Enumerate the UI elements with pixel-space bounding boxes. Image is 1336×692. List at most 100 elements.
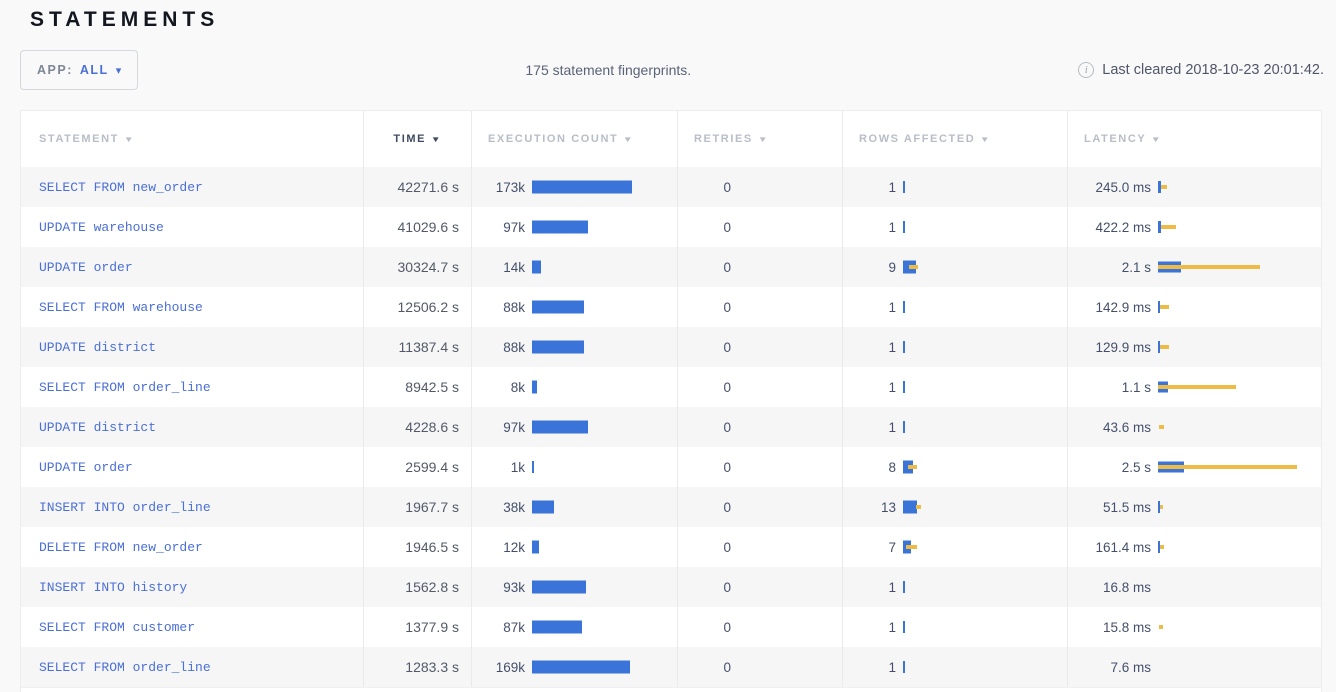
app-filter-dropdown[interactable]: APP: ALL ▾ — [20, 50, 139, 90]
statement-link[interactable]: SELECT FROM customer — [39, 619, 196, 635]
execution-count-cell: 38k — [471, 487, 677, 527]
statement-link[interactable]: INSERT INTO order_line — [39, 499, 211, 515]
rows-affected-bar-mean — [903, 661, 905, 673]
latency-bar — [1158, 179, 1321, 195]
column-header-label: TIME — [393, 133, 427, 145]
rows-affected-cell: 1 — [842, 567, 1067, 607]
table-row: SELECT FROM new_order 42271.6 s 173k 0 1 245.… — [21, 167, 1321, 207]
latency-bar-stddev — [1159, 625, 1163, 629]
statement-cell: INSERT INTO order_line — [21, 487, 363, 527]
latency-bar-mean — [1158, 341, 1160, 353]
statement-cell: UPDATE order — [21, 247, 363, 287]
statement-cell: SELECT FROM order_line — [21, 367, 363, 407]
statement-cell: SELECT FROM order_line — [21, 647, 363, 687]
column-header-label: RETRIES — [694, 133, 753, 145]
latency-bar-stddev — [1160, 345, 1169, 349]
retries-cell: 0 — [677, 287, 842, 327]
cell-value: 1.1 s — [1121, 379, 1151, 395]
table-row: INSERT INTO order_line 1967.7 s 38k 0 13 51.5… — [21, 487, 1321, 527]
statement-link[interactable]: INSERT INTO history — [39, 579, 188, 595]
rows-affected-bar — [903, 219, 1067, 235]
latency-bar-mean — [1158, 181, 1161, 193]
column-header-rows_affected[interactable]: ROWS AFFECTED ▼ — [842, 111, 1067, 167]
statement-link[interactable]: SELECT FROM order_line — [39, 379, 211, 395]
execution-count-bar — [532, 499, 677, 515]
column-header-execution_count[interactable]: EXECUTION COUNT ▼ — [471, 111, 677, 167]
cell-value: 88k — [503, 339, 525, 355]
time-cell: 42271.6 s — [363, 167, 471, 207]
statement-link[interactable]: UPDATE district — [39, 339, 157, 355]
execution-count-cell: 12k — [471, 527, 677, 567]
cell-value: 0 — [723, 619, 731, 635]
cell-value: 1 — [888, 659, 896, 675]
execution-count-bar-mean — [532, 461, 534, 473]
info-icon[interactable]: i — [1078, 62, 1095, 78]
execution-count-cell: 87k — [471, 607, 677, 647]
cell-value: 1 — [888, 299, 896, 315]
statement-link[interactable]: DELETE FROM new_order — [39, 539, 203, 555]
rows-affected-bar-stddev — [916, 505, 921, 509]
rows-affected-bar-stddev — [908, 465, 917, 469]
table-row: DELETE FROM new_order 1946.5 s 12k 0 7 161.4 … — [21, 527, 1321, 567]
column-header-statement[interactable]: STATEMENT ▼ — [21, 111, 363, 167]
cell-value: 15.8 ms — [1102, 619, 1151, 635]
rows-affected-cell: 13 — [842, 487, 1067, 527]
cell-value: 0 — [723, 339, 731, 355]
statement-cell: SELECT FROM new_order — [21, 167, 363, 207]
latency-cell: 51.5 ms — [1067, 487, 1321, 527]
statement-link[interactable]: UPDATE district — [39, 419, 157, 435]
latency-cell: 129.9 ms — [1067, 327, 1321, 367]
cell-value: 88k — [503, 299, 525, 315]
statement-link[interactable]: SELECT FROM new_order — [39, 179, 203, 195]
cell-value: 1k — [510, 459, 525, 475]
column-header-retries[interactable]: RETRIES ▼ — [677, 111, 842, 167]
rows-affected-cell: 1 — [842, 407, 1067, 447]
sort-arrow-icon: ▼ — [757, 134, 770, 144]
cell-value: 14k — [503, 259, 525, 275]
cell-value: 161.4 ms — [1095, 539, 1151, 555]
statement-link[interactable]: UPDATE warehouse — [39, 219, 164, 235]
execution-count-bar — [532, 459, 677, 475]
cell-value: 0 — [723, 259, 731, 275]
rows-affected-bar-mean — [903, 421, 905, 433]
latency-bar-mean — [1158, 541, 1160, 553]
statement-link[interactable]: SELECT FROM warehouse — [39, 299, 203, 315]
statement-cell: SELECT FROM warehouse — [21, 287, 363, 327]
retries-cell: 0 — [677, 367, 842, 407]
cell-value: 2.5 s — [1121, 459, 1151, 475]
time-cell: 30324.7 s — [363, 247, 471, 287]
time-cell: 1946.5 s — [363, 527, 471, 567]
statement-link[interactable]: UPDATE order — [39, 259, 133, 275]
cell-value: 13 — [880, 499, 896, 515]
chevron-down-icon: ▾ — [115, 65, 122, 77]
latency-cell: 2.1 s — [1067, 247, 1321, 287]
fingerprint-count-text: 175 statement fingerprints. — [525, 62, 692, 78]
execution-count-bar — [532, 539, 677, 555]
latency-bar-mean — [1158, 501, 1160, 513]
table-row: UPDATE district 4228.6 s 97k 0 1 43.6 ms — [21, 407, 1321, 447]
column-header-label: LATENCY — [1084, 133, 1147, 145]
execution-count-bar-mean — [532, 260, 541, 274]
execution-count-bar-mean — [532, 580, 586, 594]
execution-count-cell: 8k — [471, 367, 677, 407]
column-header-latency[interactable]: LATENCY ▼ — [1067, 111, 1321, 167]
latency-bar — [1158, 619, 1321, 635]
statement-link[interactable]: SELECT FROM order_line — [39, 659, 211, 675]
column-header-time[interactable]: TIME ▼ — [363, 111, 471, 167]
cell-value: 1 — [888, 379, 896, 395]
latency-cell: 245.0 ms — [1067, 167, 1321, 207]
sort-arrow-icon: ▼ — [123, 134, 136, 144]
statement-link[interactable]: UPDATE order — [39, 459, 133, 475]
statement-cell: INSERT INTO history — [21, 567, 363, 607]
latency-bar-mean — [1158, 221, 1161, 233]
retries-cell: 0 — [677, 607, 842, 647]
time-cell: 8942.5 s — [363, 367, 471, 407]
latency-cell: 15.8 ms — [1067, 607, 1321, 647]
table-row: SELECT FROM warehouse 12506.2 s 88k 0 1 142.9… — [21, 287, 1321, 327]
cell-value: 0 — [723, 659, 731, 675]
execution-count-bar-mean — [532, 180, 632, 194]
latency-cell: 2.5 s — [1067, 447, 1321, 487]
cell-value: 0 — [723, 379, 731, 395]
statement-cell: UPDATE district — [21, 327, 363, 367]
